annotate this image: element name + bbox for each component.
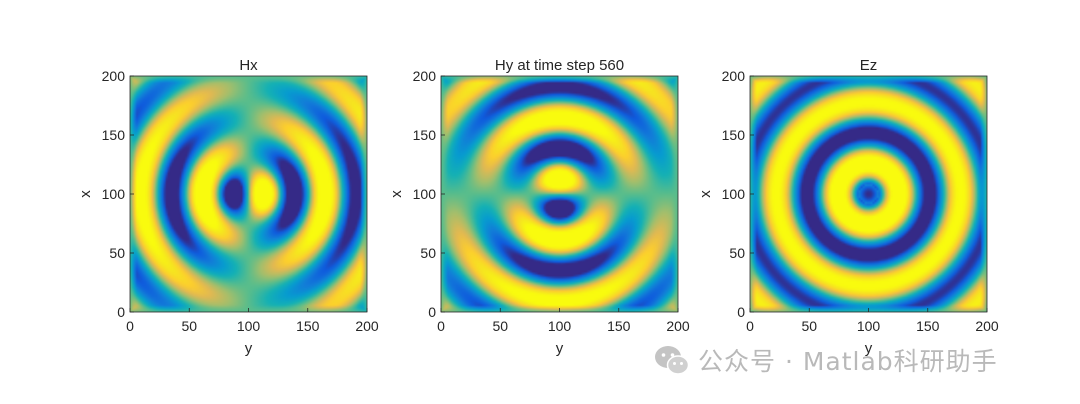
x-axis-label: y xyxy=(865,340,873,357)
x-tick-label: 0 xyxy=(746,318,754,334)
heatmap-image xyxy=(750,76,987,312)
y-axis-label: x xyxy=(697,190,714,198)
y-tick-label: 200 xyxy=(102,68,126,84)
x-axis-label: y xyxy=(245,340,253,357)
x-tick-label: 200 xyxy=(355,318,379,334)
x-tick-label: 0 xyxy=(437,318,445,334)
watermark-text: 公众号 · Matlab科研助手 xyxy=(698,347,998,376)
x-tick-label: 50 xyxy=(801,318,817,334)
y-tick-label: 150 xyxy=(102,127,126,143)
heatmap-image xyxy=(130,76,367,312)
y-tick-label: 200 xyxy=(413,68,437,84)
chart-title: Ez xyxy=(860,57,878,74)
watermark: 公众号 · Matlab科研助手 xyxy=(652,340,998,380)
x-tick-label: 0 xyxy=(126,318,134,334)
y-tick-label: 0 xyxy=(117,304,125,320)
x-tick-label: 150 xyxy=(296,318,320,334)
x-axis-label: y xyxy=(556,340,564,357)
y-tick-label: 50 xyxy=(729,245,745,261)
heatmap-panel-ez: 0 50 100 150 200 0 50 100 150 200 Ez y x xyxy=(697,57,999,357)
x-tick-label: 200 xyxy=(975,318,999,334)
x-tick-label: 150 xyxy=(916,318,940,334)
x-tick-label: 150 xyxy=(607,318,631,334)
y-tick-label: 100 xyxy=(102,186,126,202)
heatmap-image xyxy=(441,76,678,312)
wechat-icon xyxy=(655,346,690,375)
y-axis-label: x xyxy=(77,190,94,198)
y-axis-label: x xyxy=(388,190,405,198)
x-tick-label: 100 xyxy=(857,318,881,334)
y-tick-label: 150 xyxy=(722,127,746,143)
y-tick-label: 200 xyxy=(722,68,746,84)
y-tick-label: 50 xyxy=(420,245,436,261)
x-tick-label: 100 xyxy=(237,318,261,334)
x-tick-label: 100 xyxy=(548,318,572,334)
heatmap-panel-hx: 0 50 100 150 200 0 50 100 150 200 Hx y x xyxy=(77,57,379,357)
x-tick-label: 50 xyxy=(181,318,197,334)
x-tick-label: 200 xyxy=(666,318,690,334)
y-tick-label: 100 xyxy=(722,186,746,202)
heatmap-panel-hy: 0 50 100 150 200 0 50 100 150 200 Hy at time step … xyxy=(388,57,690,357)
chart-title: Hy at time step 560 xyxy=(495,57,624,74)
y-tick-label: 100 xyxy=(413,186,437,202)
y-tick-label: 150 xyxy=(413,127,437,143)
chart-title: Hx xyxy=(239,57,258,74)
y-tick-label: 0 xyxy=(428,304,436,320)
x-tick-label: 50 xyxy=(492,318,508,334)
y-tick-label: 50 xyxy=(109,245,125,261)
y-tick-label: 0 xyxy=(737,304,745,320)
